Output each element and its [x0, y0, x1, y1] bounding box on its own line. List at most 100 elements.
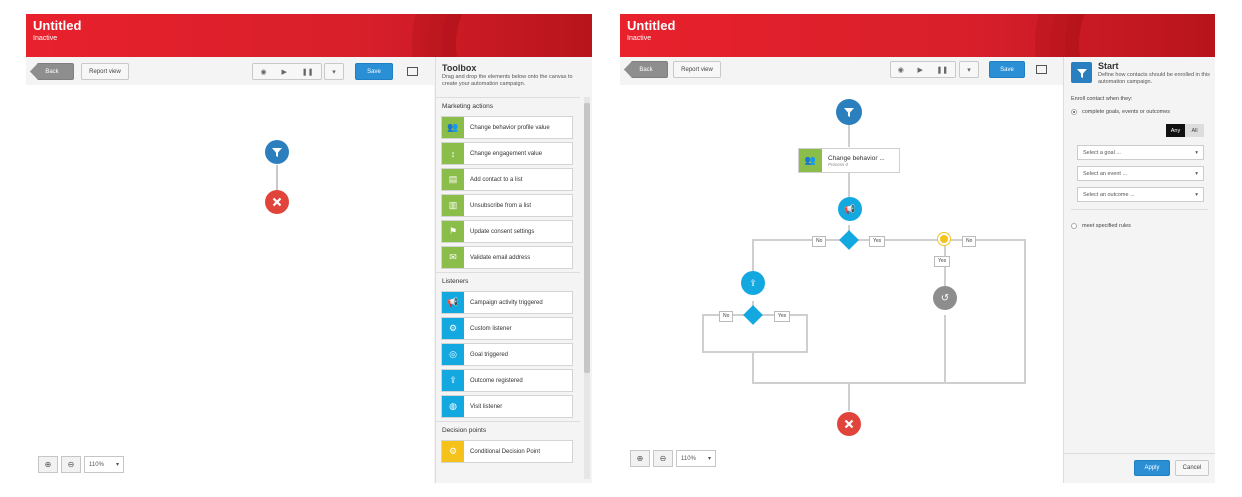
end-node[interactable]: [837, 412, 861, 436]
toolbox-item[interactable]: ⚑ Update consent settings: [441, 220, 573, 243]
caret-down-icon: ▾: [332, 68, 336, 76]
flag-icon: ⚑: [442, 221, 464, 242]
canvas[interactable]: 👥 Change behavior ... Process 0 📢 No Yes…: [620, 85, 1063, 483]
section-title: Listeners: [436, 272, 580, 288]
toolbox-item[interactable]: 📢 Campaign activity triggered: [441, 291, 573, 314]
zoom-controls: ⊕ ⊖ 110% ▾: [630, 450, 716, 467]
play-icon[interactable]: ▶: [281, 68, 287, 76]
item-label: Visit listener: [470, 403, 503, 410]
zoom-controls: ⊕ ⊖ 110% ▾: [38, 456, 124, 473]
panel-title: Start: [1098, 61, 1119, 71]
megaphone-icon: 📢: [844, 203, 856, 214]
play-icon[interactable]: ▶: [917, 66, 923, 74]
zoom-in-icon: ⊕: [636, 454, 644, 463]
pause-icon[interactable]: ❚❚: [301, 68, 314, 76]
campaign-title: Untitled: [627, 18, 676, 33]
yes-label: Yes: [774, 311, 791, 322]
campaign-status: Inactive: [33, 35, 58, 42]
item-label: Change engagement value: [470, 150, 543, 157]
playback-group: ◉ ▶ ❚❚: [252, 63, 322, 80]
option-complete-goals: complete goals, events or outcomes: [1082, 109, 1171, 115]
scrollbar-thumb[interactable]: [584, 103, 590, 373]
back-button[interactable]: Back: [30, 63, 74, 80]
automation-editor-toolbox-view: Untitled Inactive Back Report view ◉ ▶ ❚…: [26, 14, 592, 483]
toolbox-item[interactable]: ▥ Unsubscribe from a list: [441, 194, 573, 217]
goal-select[interactable]: Select a goal ... ▾: [1077, 145, 1204, 160]
zoom-out-icon: ⊖: [659, 454, 667, 463]
item-label: Validate email address: [470, 254, 531, 261]
eye-icon[interactable]: ◉: [897, 66, 904, 74]
toolbox-item[interactable]: ◍ Visit listener: [441, 395, 573, 418]
toolbox-item[interactable]: ⚙ Conditional Decision Point: [441, 440, 573, 463]
no-label: No: [962, 236, 977, 247]
back-button[interactable]: Back: [624, 61, 668, 78]
zoom-select[interactable]: 110% ▾: [84, 456, 124, 473]
cancel-button[interactable]: Cancel: [1175, 460, 1209, 476]
header-decoration: [1065, 14, 1215, 57]
action-node[interactable]: 👥 Change behavior ... Process 0: [798, 148, 900, 173]
campaign-activity-node[interactable]: 📢: [838, 197, 862, 221]
start-node[interactable]: [836, 99, 862, 125]
start-node[interactable]: [265, 140, 289, 164]
people-icon: 👥: [442, 117, 464, 138]
zoom-in-button[interactable]: ⊕: [630, 450, 650, 467]
zoom-out-button[interactable]: ⊖: [653, 450, 673, 467]
no-label: No: [719, 311, 734, 322]
flow-connectors: [702, 123, 1026, 411]
toolbox-scrollbar[interactable]: [584, 97, 590, 479]
save-button[interactable]: Save: [989, 61, 1025, 78]
eye-icon[interactable]: ◉: [260, 68, 267, 76]
canvas[interactable]: ⊕ ⊖ 110% ▾: [26, 85, 434, 483]
email-check-icon: ✉: [442, 247, 464, 268]
toolbox-item[interactable]: ⚙ Custom listener: [441, 317, 573, 340]
zoom-in-button[interactable]: ⊕: [38, 456, 58, 473]
pause-icon[interactable]: ❚❚: [936, 66, 949, 74]
more-dropdown-button[interactable]: ▾: [959, 61, 979, 78]
globe-icon: ◍: [442, 396, 464, 417]
item-label: Campaign activity triggered: [470, 299, 543, 306]
outcome-select-value: Select an outcome ...: [1083, 191, 1135, 198]
header-decoration: [442, 14, 592, 57]
start-properties-panel: Start Define how contacts should be enro…: [1063, 57, 1215, 483]
all-toggle[interactable]: All: [1185, 124, 1204, 137]
caret-down-icon: ▾: [1195, 170, 1198, 177]
apply-button[interactable]: Apply: [1134, 460, 1170, 476]
panel-toggle-icon[interactable]: [407, 67, 418, 76]
item-label: Custom listener: [470, 325, 512, 332]
action-title: Change behavior ...: [828, 154, 885, 162]
zoom-select[interactable]: 110% ▾: [676, 450, 716, 467]
panel-toggle-icon[interactable]: [1036, 65, 1047, 74]
funnel-icon: [1071, 62, 1092, 83]
list-add-icon: ▤: [442, 169, 464, 190]
divider: [1071, 209, 1208, 210]
toolbox-description: Drag and drop the elements below onto th…: [442, 74, 573, 87]
toolbox-item[interactable]: ▤ Add contact to a list: [441, 168, 573, 191]
outcome-select[interactable]: Select an outcome ... ▾: [1077, 187, 1204, 202]
end-node[interactable]: [265, 190, 289, 214]
toolbox-item[interactable]: ◎ Goal triggered: [441, 343, 573, 366]
toolbox-item[interactable]: ⇪ Outcome registered: [441, 369, 573, 392]
report-view-button[interactable]: Report view: [673, 61, 721, 78]
zoom-out-button[interactable]: ⊖: [61, 456, 81, 473]
item-label: Conditional Decision Point: [470, 448, 541, 455]
people-icon: 👥: [799, 149, 822, 172]
toolbox-item[interactable]: ✉ Validate email address: [441, 246, 573, 269]
item-label: Outcome registered: [470, 377, 523, 384]
save-button[interactable]: Save: [355, 63, 393, 80]
zoom-in-icon: ⊕: [44, 460, 52, 469]
item-label: Change behavior profile value: [470, 124, 550, 131]
history-node[interactable]: ↺: [933, 286, 957, 310]
radio-complete-goals[interactable]: [1071, 109, 1077, 115]
toolbox-item[interactable]: ↕ Change engagement value: [441, 142, 573, 165]
panel-footer: [1064, 453, 1215, 483]
radio-meet-rules[interactable]: [1071, 223, 1077, 229]
timer-node[interactable]: [938, 233, 950, 245]
any-toggle[interactable]: Any: [1166, 124, 1185, 137]
more-dropdown-button[interactable]: ▾: [324, 63, 344, 80]
toolbox-item[interactable]: 👥 Change behavior profile value: [441, 116, 573, 139]
toolbox-title: Toolbox: [442, 63, 477, 73]
report-view-button[interactable]: Report view: [81, 63, 129, 80]
item-label: Add contact to a list: [470, 176, 523, 183]
event-select[interactable]: Select an event ... ▾: [1077, 166, 1204, 181]
outcome-node[interactable]: ⇪: [741, 271, 765, 295]
